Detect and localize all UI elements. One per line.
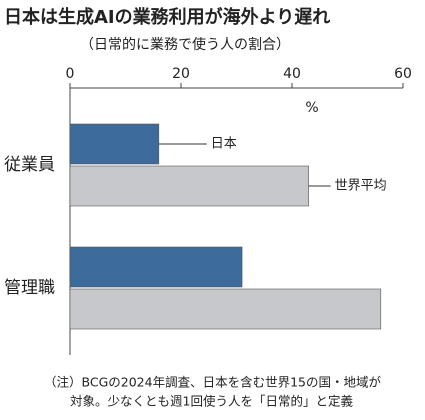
category-label: 管理職 [4, 278, 55, 298]
legend-label: 日本 [211, 137, 237, 152]
chart-subtitle: （日常的に業務で使う人の割合） [80, 36, 290, 53]
x-tick-label: 60 [394, 66, 412, 82]
x-tick-label: 20 [172, 66, 190, 82]
legend-label: 世界平均 [335, 179, 387, 194]
x-tick-label: 0 [66, 66, 75, 82]
unit-label: % [305, 100, 318, 116]
category-label: 従業員 [4, 155, 55, 175]
chart-title: 日本は生成AIの業務利用が海外より遅れ [4, 6, 330, 28]
bar [69, 165, 309, 207]
bar [69, 123, 160, 165]
note: 対象。少なくとも週1回使う人を「日常的」と定義 [70, 394, 353, 409]
bar [69, 288, 382, 330]
bar [69, 246, 243, 288]
x-tick-label: 40 [283, 66, 301, 82]
note: （注）BCGの2024年調査、日本を含む世界15の国・地域が [44, 375, 381, 390]
